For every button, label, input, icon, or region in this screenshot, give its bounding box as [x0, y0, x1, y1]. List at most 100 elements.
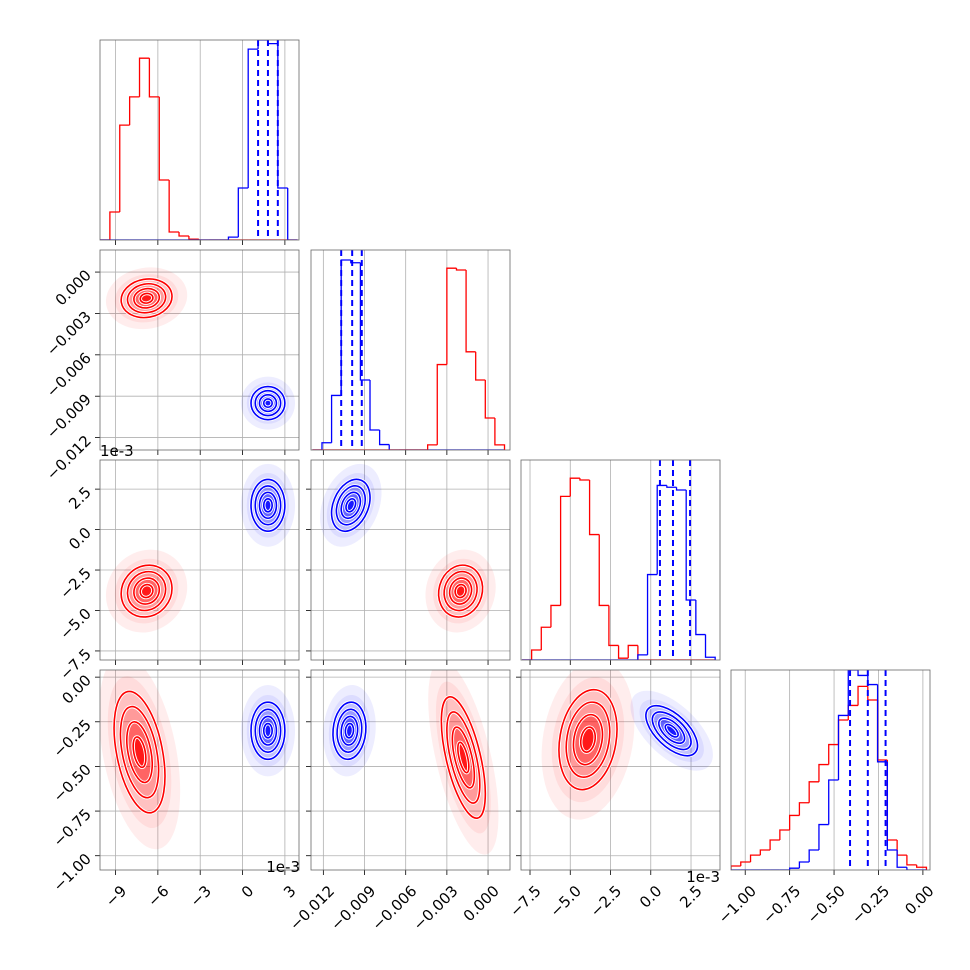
histogram-step: [569, 477, 580, 497]
histogram-step: [321, 442, 332, 450]
histogram-step: [656, 484, 667, 575]
panel: −1.00 −0.75 −0.50 −0.25 0.00: [715, 669, 938, 927]
histogram-step: [359, 262, 371, 381]
y-tick-label: −5.0: [56, 605, 94, 643]
contour: [340, 715, 359, 746]
density-fill: [457, 742, 469, 773]
histogram-step: [446, 267, 457, 365]
contour: [250, 701, 286, 761]
contour: [126, 282, 167, 314]
panel: [99, 39, 300, 245]
histogram-step: [867, 675, 878, 686]
x-tick-label: 3: [280, 882, 299, 901]
contour: [572, 713, 604, 766]
contour: [262, 722, 273, 739]
plot-area: [312, 250, 506, 450]
contour: [454, 583, 467, 599]
histogram-step: [237, 187, 249, 238]
contour: [258, 394, 278, 413]
plot-area: [100, 40, 298, 240]
x-tick-label: −0.75: [759, 882, 804, 927]
x-tick-label: −0.25: [848, 882, 893, 927]
histogram-step: [731, 865, 741, 870]
histogram-step: [886, 761, 898, 851]
x-tick-label: −7.5: [506, 882, 544, 920]
histogram-step: [769, 839, 780, 850]
contour: [330, 478, 371, 532]
histogram-step: [455, 268, 467, 271]
histogram-step: [627, 644, 638, 659]
histogram-step: [906, 867, 917, 870]
x-tick-label: 0.000: [460, 882, 503, 925]
histogram-step: [267, 40, 278, 45]
contour: [579, 726, 597, 753]
histogram-step: [168, 180, 180, 233]
histogram-step: [896, 850, 907, 868]
histogram-step: [148, 58, 160, 98]
contour: [443, 570, 478, 612]
histogram-step: [704, 634, 716, 660]
contour: [664, 723, 679, 738]
x-tick-label: −9: [102, 882, 130, 910]
panel: [310, 249, 511, 455]
histogram-step: [330, 394, 342, 443]
histogram-step: [637, 654, 648, 660]
histogram-step: [749, 854, 761, 862]
histogram-step: [369, 380, 380, 431]
histogram-step: [695, 600, 706, 636]
x-tick-label: −0.50: [804, 882, 849, 927]
offset-label: 1e-3: [266, 858, 300, 876]
histogram-step: [828, 779, 839, 825]
histogram-step: [798, 861, 810, 869]
contour: [119, 705, 160, 799]
histogram-step: [808, 781, 819, 803]
y-tick-label: −0.012: [43, 432, 95, 484]
histogram-step: [788, 814, 800, 830]
x-tick-label: 0: [238, 882, 257, 901]
contour: [440, 695, 487, 820]
plot-area: [105, 463, 296, 633]
histogram-step: [906, 855, 917, 866]
histogram-step: [916, 864, 928, 870]
plot-area: [323, 670, 499, 855]
x-tick-label: −2.5: [587, 882, 625, 920]
histogram-step: [287, 188, 298, 240]
contour: [651, 711, 692, 751]
contour: [262, 398, 273, 409]
plot-area: [521, 460, 716, 660]
y-tick-label: −0.75: [50, 805, 95, 850]
histogram-step: [857, 685, 868, 706]
x-tick-label: 0.00: [901, 882, 937, 918]
y-tick-label: −0.25: [50, 716, 95, 761]
plot-area: [320, 463, 496, 633]
x-tick-label: −0.009: [327, 882, 379, 934]
offset-label: 1e-3: [686, 868, 720, 886]
histogram-step: [685, 490, 696, 601]
x-tick-label: −0.003: [410, 882, 462, 934]
panel: [520, 459, 721, 665]
contour: [645, 704, 699, 757]
histogram-step: [158, 96, 170, 181]
plot-area: [100, 670, 296, 850]
contour: [558, 688, 618, 791]
contour: [451, 726, 476, 789]
histogram-step: [896, 840, 907, 856]
histogram-step: [579, 478, 590, 481]
histogram-step: [257, 40, 268, 50]
histogram-step: [867, 686, 878, 701]
contour: [113, 690, 166, 814]
histogram-step: [847, 670, 859, 716]
contour: [250, 478, 286, 532]
axes-frame: [730, 669, 931, 871]
contour: [340, 491, 362, 520]
contour: [448, 577, 473, 605]
axes-frame: [99, 249, 300, 451]
contour: [335, 485, 367, 526]
histogram-step: [427, 444, 438, 450]
histogram-step: [119, 124, 130, 212]
x-tick-label: −3: [187, 882, 215, 910]
offset-label: 1e-3: [100, 442, 134, 460]
axes-frame: [310, 669, 511, 871]
contour: [132, 736, 147, 769]
histogram-step: [465, 270, 476, 353]
